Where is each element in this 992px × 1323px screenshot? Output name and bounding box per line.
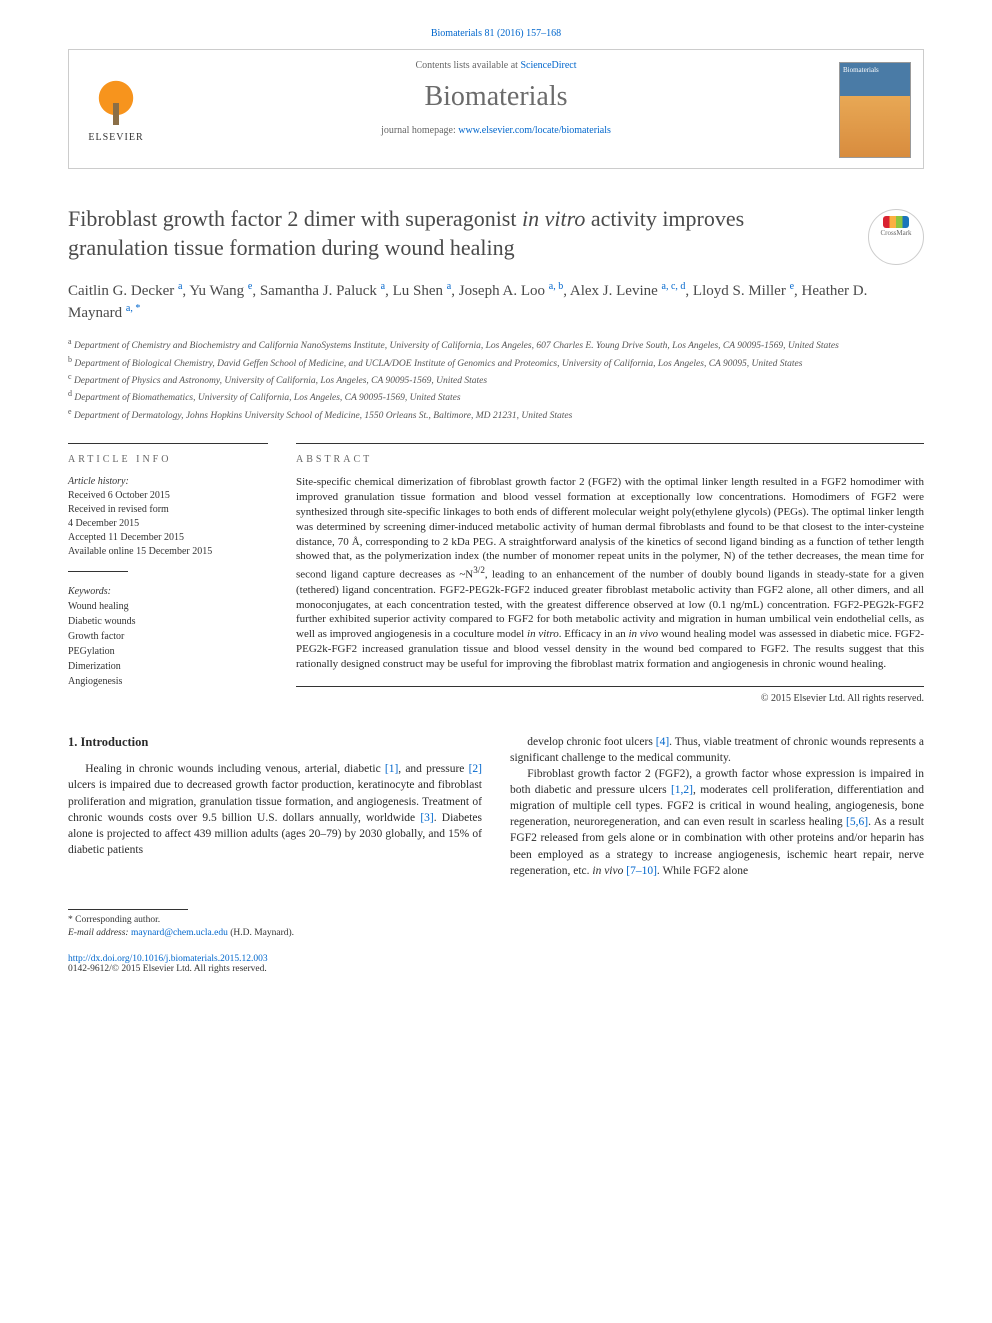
title-text: Fibroblast growth factor 2 dimer with su… [68, 206, 744, 260]
corresponding-email-link[interactable]: maynard@chem.ucla.edu [131, 928, 228, 938]
intro-p2: develop chronic foot ulcers [4]. Thus, v… [510, 734, 924, 766]
sciencedirect-link[interactable]: ScienceDirect [520, 60, 576, 71]
intro-p3: Fibroblast growth factor 2 (FGF2), a gro… [510, 766, 924, 879]
publisher-logo: ELSEVIER [81, 68, 151, 148]
contents-list-line: Contents lists available at ScienceDirec… [171, 60, 821, 71]
keyword-item: Diabetic wounds [68, 614, 268, 629]
affiliation-item: c Department of Physics and Astronomy, U… [68, 371, 924, 388]
corresponding-author: * Corresponding author. [68, 914, 924, 927]
affiliation-item: a Department of Chemistry and Biochemist… [68, 336, 924, 353]
keyword-item: Wound healing [68, 599, 268, 614]
affiliation-item: e Department of Dermatology, Johns Hopki… [68, 406, 924, 423]
history-line: Received in revised form [68, 503, 268, 517]
body-columns: 1. Introduction Healing in chronic wound… [68, 734, 924, 879]
homepage-line: journal homepage: www.elsevier.com/locat… [171, 125, 821, 136]
email-suffix: (H.D. Maynard). [230, 928, 294, 938]
affiliation-list: a Department of Chemistry and Biochemist… [68, 336, 924, 423]
abstract-heading: ABSTRACT [296, 454, 924, 465]
journal-name: Biomaterials [171, 81, 821, 113]
footnotes: * Corresponding author. E-mail address: … [68, 914, 924, 941]
publisher-name: ELSEVIER [81, 132, 151, 143]
doi-block: http://dx.doi.org/10.1016/j.biomaterials… [68, 954, 924, 974]
keyword-item: Angiogenesis [68, 674, 268, 689]
journal-cover-thumbnail: Biomaterials [839, 62, 911, 158]
section-heading-intro: 1. Introduction [68, 734, 482, 752]
author-list: Caitlin G. Decker a, Yu Wang e, Samantha… [68, 280, 924, 324]
affiliation-item: d Department of Biomathematics, Universi… [68, 388, 924, 405]
article-title: Fibroblast growth factor 2 dimer with su… [68, 205, 924, 262]
homepage-link[interactable]: www.elsevier.com/locate/biomaterials [458, 125, 611, 136]
keywords-label: Keywords: [68, 584, 268, 599]
article-info-column: ARTICLE INFO Article history: Received 6… [68, 443, 268, 704]
journal-cover-label: Biomaterials [840, 63, 910, 77]
abstract-column: ABSTRACT Site-specific chemical dimeriza… [296, 443, 924, 704]
history-line: Available online 15 December 2015 [68, 545, 268, 559]
abstract-text: Site-specific chemical dimerization of f… [296, 475, 924, 672]
affiliation-item: b Department of Biological Chemistry, Da… [68, 354, 924, 371]
keyword-item: PEGylation [68, 644, 268, 659]
keyword-item: Dimerization [68, 659, 268, 674]
abstract-copyright: © 2015 Elsevier Ltd. All rights reserved… [296, 693, 924, 704]
article-info-heading: ARTICLE INFO [68, 454, 268, 465]
article-history: Article history: Received 6 October 2015… [68, 475, 268, 559]
homepage-prefix: journal homepage: [381, 125, 458, 136]
history-line: Received 6 October 2015 [68, 489, 268, 503]
history-line: 4 December 2015 [68, 517, 268, 531]
email-label: E-mail address: [68, 928, 129, 938]
doi-link[interactable]: http://dx.doi.org/10.1016/j.biomaterials… [68, 954, 268, 964]
keywords-lines: Wound healingDiabetic woundsGrowth facto… [68, 599, 268, 689]
contents-prefix: Contents lists available at [415, 60, 520, 71]
journal-header: ELSEVIER Biomaterials Contents lists ava… [68, 49, 924, 169]
intro-p1: Healing in chronic wounds including veno… [68, 761, 482, 858]
issn-copyright: 0142-9612/© 2015 Elsevier Ltd. All right… [68, 964, 267, 974]
citation-line: Biomaterials 81 (2016) 157–168 [68, 28, 924, 39]
history-lines: Received 6 October 2015Received in revis… [68, 489, 268, 559]
keyword-item: Growth factor [68, 629, 268, 644]
crossmark-badge[interactable]: CrossMark [868, 209, 924, 265]
history-line: Accepted 11 December 2015 [68, 531, 268, 545]
keywords-block: Keywords: Wound healingDiabetic woundsGr… [68, 584, 268, 689]
history-label: Article history: [68, 475, 268, 489]
